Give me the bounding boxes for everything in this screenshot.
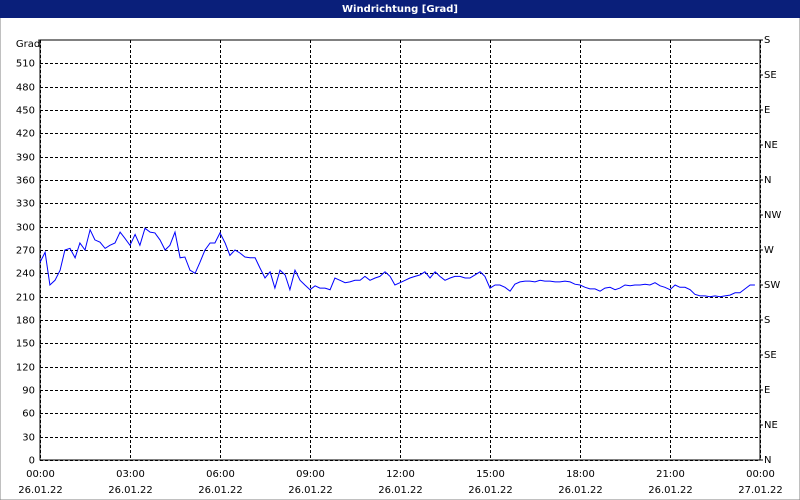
y-tick-label: 30 [22, 433, 35, 444]
data-line [39, 227, 755, 298]
x-tick-date: 26.01.22 [18, 485, 63, 496]
y2-tick-label: E [764, 385, 770, 396]
y-tick-label: 300 [16, 223, 35, 234]
x-tick-date: 26.01.22 [378, 485, 423, 496]
y-tick-label: 270 [16, 246, 35, 257]
x-tick-label: 06:00 [206, 469, 235, 480]
x-tick-label: 12:00 [386, 469, 415, 480]
x-tick-date: 26.01.22 [108, 485, 153, 496]
y-tick-label: 90 [22, 386, 35, 397]
y-tick-label: 210 [16, 293, 35, 304]
x-tick-label: 21:00 [656, 469, 685, 480]
y-tick-label: 390 [16, 153, 35, 164]
y2-tick-label: SE [764, 350, 777, 361]
x-tick-label: 00:00 [746, 469, 775, 480]
y2-tick-label: N [764, 455, 771, 466]
y2-tick-label: W [764, 245, 774, 256]
y2-tick-label: S [764, 315, 770, 326]
y2-tick-label: N [764, 175, 771, 186]
x-tick-date: 27.01.22 [738, 485, 783, 496]
y2-tick-label: NE [764, 420, 778, 431]
x-tick-date: 26.01.22 [468, 485, 513, 496]
y2-tick-label: NE [764, 140, 778, 151]
x-tick-label: 03:00 [116, 469, 145, 480]
title-bar [0, 0, 800, 18]
y-tick-label: 420 [16, 129, 35, 140]
y-tick-label: 60 [22, 409, 35, 420]
y-tick-label: 330 [16, 199, 35, 210]
x-tick-date: 26.01.22 [198, 485, 243, 496]
y2-tick-label: SE [764, 70, 777, 81]
y2-tick-label: SW [764, 280, 780, 291]
y-axis-label: Grad [16, 39, 40, 50]
y-tick-label: 0 [29, 456, 35, 467]
y-tick-label: 480 [16, 83, 35, 94]
y2-tick-label: S [764, 35, 770, 46]
y-tick-label: 240 [16, 269, 35, 280]
x-tick-label: 15:00 [476, 469, 505, 480]
y2-tick-label: NW [764, 210, 781, 221]
y-tick-label: 510 [16, 59, 35, 70]
y-tick-label: 150 [16, 339, 35, 350]
x-tick-date: 26.01.22 [648, 485, 693, 496]
x-tick-date: 26.01.22 [558, 485, 603, 496]
y2-tick-label: E [764, 105, 770, 116]
x-tick-label: 00:00 [26, 469, 55, 480]
y-tick-label: 450 [16, 106, 35, 117]
y-tick-label: 360 [16, 176, 35, 187]
y-tick-label: 120 [16, 363, 35, 374]
x-tick-date: 26.01.22 [288, 485, 333, 496]
y-tick-label: 180 [16, 316, 35, 327]
x-tick-label: 18:00 [566, 469, 595, 480]
x-tick-label: 09:00 [296, 469, 325, 480]
chart-title: Windrichtung [Grad] [342, 4, 458, 15]
